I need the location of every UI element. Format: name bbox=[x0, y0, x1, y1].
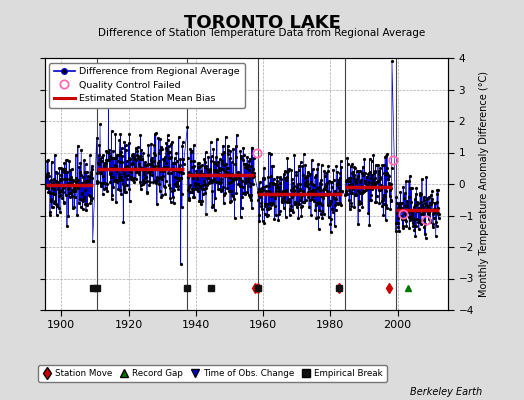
Y-axis label: Monthly Temperature Anomaly Difference (°C): Monthly Temperature Anomaly Difference (… bbox=[479, 71, 489, 297]
Text: Difference of Station Temperature Data from Regional Average: Difference of Station Temperature Data f… bbox=[99, 28, 425, 38]
Text: Berkeley Earth: Berkeley Earth bbox=[410, 387, 482, 397]
Legend: Station Move, Record Gap, Time of Obs. Change, Empirical Break: Station Move, Record Gap, Time of Obs. C… bbox=[38, 365, 387, 382]
Text: TORONTO LAKE: TORONTO LAKE bbox=[183, 14, 341, 32]
Legend: Difference from Regional Average, Quality Control Failed, Estimated Station Mean: Difference from Regional Average, Qualit… bbox=[49, 63, 245, 108]
